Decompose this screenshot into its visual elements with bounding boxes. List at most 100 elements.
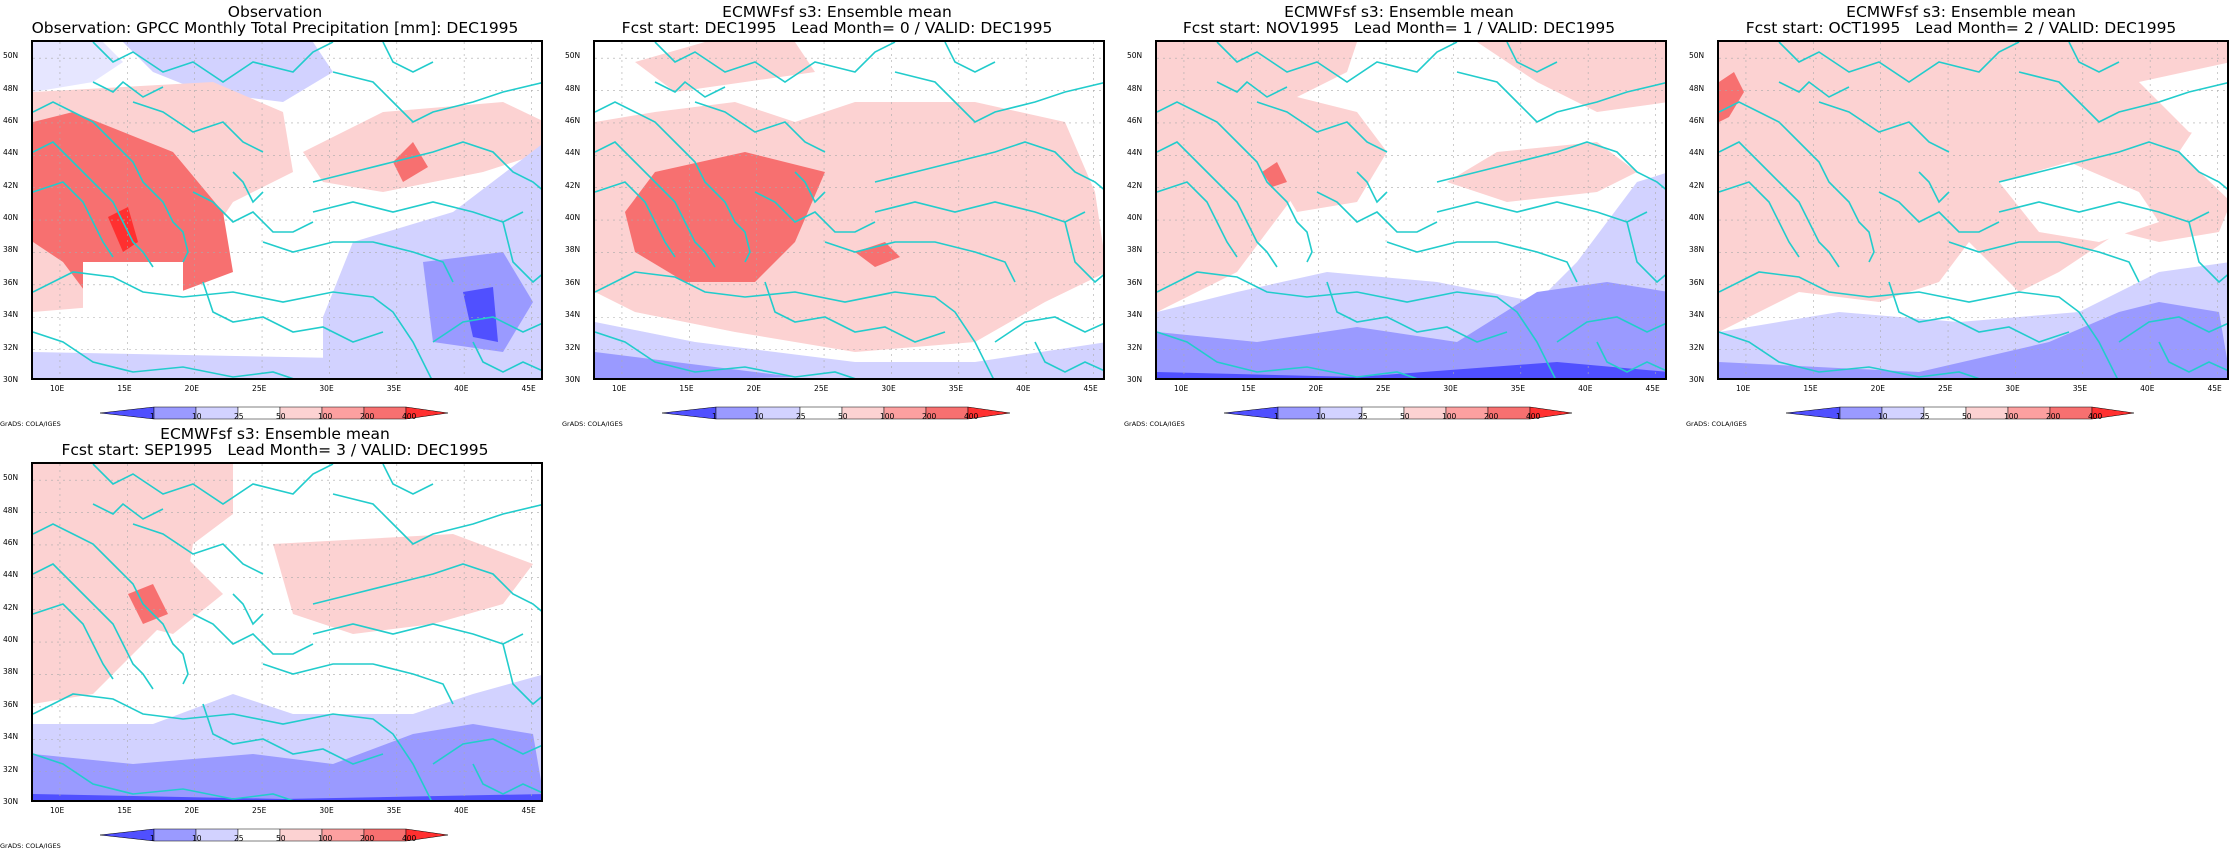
lat-tick-label: 38N [3, 667, 19, 677]
lat-tick-label: 44N [565, 148, 581, 158]
lat-tick-label: 36N [1127, 277, 1143, 287]
lat-tick-label: 48N [3, 505, 19, 515]
coastline [1719, 141, 1840, 268]
coastline [1256, 101, 1388, 153]
colorbar-swatch [1786, 406, 1841, 420]
lat-tick-label: 44N [3, 570, 19, 580]
lat-tick-label: 30N [565, 375, 581, 384]
lat-tick-label: 38N [565, 245, 581, 255]
grads-credit: GrADS: COLA/IGES [0, 420, 61, 428]
precip-contour-region [1157, 42, 1357, 312]
colorbar-swatch [1361, 406, 1405, 420]
colorbar-label: 10 [1316, 412, 1326, 421]
coastline [2068, 42, 2120, 73]
coastline [1948, 241, 2140, 283]
coastline [92, 80, 164, 98]
coastline [1888, 281, 2070, 343]
colorbar [1786, 406, 2135, 420]
coastline [595, 331, 856, 378]
lat-tick-label: 38N [3, 245, 19, 255]
lat-tick-label: 42N [565, 180, 581, 190]
precip-field [1157, 42, 1665, 378]
coastline [994, 316, 1103, 343]
colorbar-label: 50 [838, 412, 848, 421]
coastline [1918, 171, 1950, 204]
colorbar-label: 200 [922, 412, 937, 421]
precip-contour-region [33, 112, 233, 302]
lat-tick-label: 32N [3, 342, 19, 352]
colorbar-label: 10 [754, 412, 764, 421]
lat-tick-label: 32N [1127, 342, 1143, 352]
coastline [1386, 241, 1578, 283]
lon-tick-label: 10E [49, 384, 65, 393]
coastline [33, 141, 154, 268]
map-panel-lead0: ECMWFsf s3: Ensemble mean Fcst start: DEC… [562, 0, 1112, 430]
map-plot-area [1155, 40, 1667, 380]
precip-contour-region [855, 242, 900, 267]
lat-tick-label: 44N [3, 148, 19, 158]
precip-contour-region [1157, 282, 1665, 378]
lat-tick-label: 32N [565, 342, 581, 352]
lat-tick-label: 44N [1127, 148, 1143, 158]
coastline [1216, 42, 1458, 83]
coastline [944, 42, 996, 73]
lat-tick-label: 48N [3, 83, 19, 93]
lon-tick-label: 15E [117, 806, 132, 815]
coastline [754, 191, 876, 233]
coastline [312, 141, 541, 190]
lon-tick-label: 30E [319, 384, 334, 393]
lon-tick-label: 40E [454, 384, 469, 393]
precip-contour-region [1447, 142, 1637, 202]
lat-tick-label: 30N [3, 375, 19, 384]
coastline [1157, 101, 1313, 263]
precip-contour-region [1262, 162, 1287, 187]
precip-contour-region [33, 794, 541, 800]
coastline [202, 703, 384, 765]
lat-tick-label: 34N [565, 310, 581, 320]
map-plot-area [1717, 40, 2229, 380]
coastline [33, 693, 432, 800]
coastline [1316, 191, 1438, 233]
lat-tick-label: 46N [565, 115, 581, 125]
panel-title: Observation [227, 3, 323, 21]
precip-contour-region [1719, 42, 2227, 332]
coastline [1719, 271, 2118, 378]
panel-subtitle: Fcst start: OCT1995 Lead Month= 2 / VALI… [1745, 19, 2177, 37]
coastline [1326, 281, 1508, 343]
lon-tick-label: 25E [814, 384, 829, 393]
lat-tick-label: 36N [1689, 277, 1705, 287]
coastline [1034, 341, 1103, 373]
panel-subtitle: Fcst start: SEP1995 Lead Month= 3 / VALI… [61, 441, 489, 459]
coastline [1626, 221, 1665, 284]
lon-tick-label: 10E [1173, 384, 1189, 393]
precip-field [33, 42, 541, 378]
coastline [502, 643, 541, 706]
coastline [192, 191, 314, 233]
lon-tick-label: 20E [1308, 384, 1323, 393]
coastline [382, 42, 434, 73]
coastline [654, 42, 896, 83]
lat-tick-label: 50N [3, 51, 19, 61]
lat-tick-label: 48N [1689, 83, 1705, 93]
lat-tick-label: 46N [1127, 115, 1143, 125]
colorbar-label: 100 [318, 834, 333, 843]
coastline [192, 613, 314, 655]
colorbar-swatch [2091, 406, 2135, 420]
lon-tick-label: 35E [2072, 384, 2088, 393]
precip-contour-region [635, 42, 815, 92]
lat-tick-label: 40N [565, 213, 581, 223]
precip-contour-region [33, 724, 541, 800]
lat-tick-label: 48N [565, 83, 581, 93]
panel-subtitle: Observation: GPCC Monthly Total Precipit… [31, 19, 519, 37]
lon-tick-label: 35E [948, 384, 964, 393]
grads-credit: GrADS: COLA/IGES [1124, 420, 1185, 428]
map-plot-area [31, 462, 543, 802]
lon-tick-label: 40E [1016, 384, 1031, 393]
colorbar-swatch [405, 828, 449, 842]
coastline [1436, 141, 1665, 190]
colorbar-swatch [279, 406, 323, 420]
coastline [1719, 181, 1800, 258]
precip-contour-region [463, 287, 498, 342]
lat-tick-label: 34N [3, 732, 19, 742]
colorbar-swatch [757, 406, 801, 420]
